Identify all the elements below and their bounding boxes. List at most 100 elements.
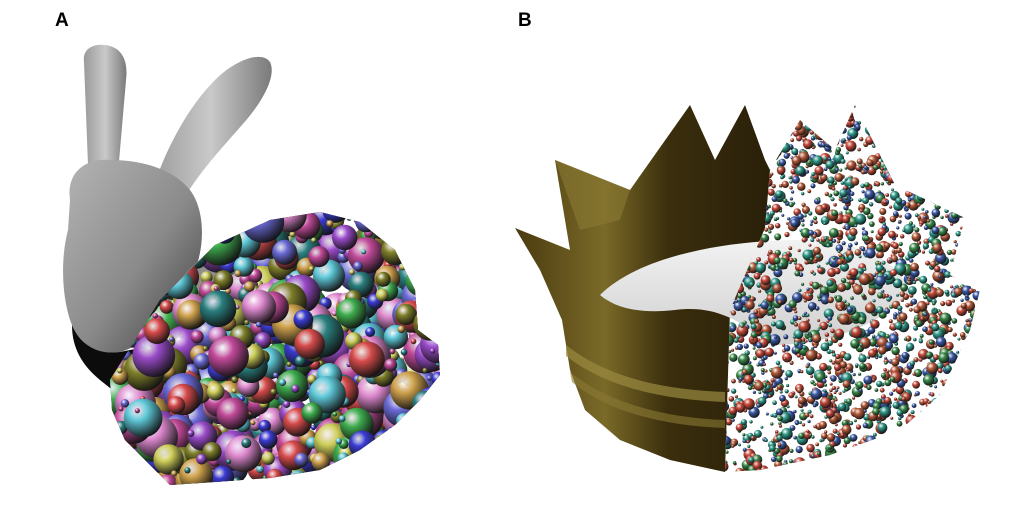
sphere	[380, 470, 416, 485]
sphere	[840, 127, 847, 134]
sphere	[892, 388, 896, 392]
sphere	[965, 124, 973, 132]
sphere	[950, 285, 954, 289]
sphere	[301, 402, 323, 424]
sphere	[877, 251, 884, 259]
sphere	[962, 119, 970, 128]
sphere	[411, 267, 418, 274]
sphere	[918, 424, 930, 435]
sphere	[827, 268, 837, 277]
sphere	[394, 437, 411, 453]
sphere	[868, 348, 877, 358]
sphere	[903, 337, 908, 341]
sphere	[927, 163, 931, 167]
sphere	[758, 108, 764, 114]
sphere	[924, 157, 929, 162]
sphere	[747, 444, 751, 448]
sphere	[891, 113, 900, 122]
sphere	[239, 212, 269, 225]
sphere	[907, 413, 911, 417]
sphere	[874, 467, 879, 472]
sphere	[807, 419, 811, 424]
sphere	[734, 395, 738, 399]
sphere	[856, 470, 860, 472]
sphere	[147, 468, 153, 474]
sphere	[932, 442, 937, 446]
sphere	[773, 217, 778, 221]
sphere	[892, 465, 896, 470]
sphere	[979, 106, 980, 111]
sphere	[831, 360, 836, 365]
sphere	[862, 207, 871, 215]
sphere	[806, 105, 818, 114]
sphere	[934, 135, 940, 142]
sphere	[815, 442, 820, 447]
sphere	[418, 444, 425, 452]
sphere	[786, 464, 791, 469]
sphere	[880, 182, 885, 186]
sphere	[951, 144, 961, 154]
sphere	[828, 182, 833, 187]
sphere	[928, 433, 932, 437]
sphere	[959, 183, 965, 189]
sphere	[794, 466, 798, 470]
sphere	[742, 307, 747, 312]
sphere	[425, 451, 440, 466]
sphere	[961, 387, 965, 391]
sphere	[858, 316, 867, 325]
sphere	[250, 420, 256, 426]
sphere	[769, 145, 773, 150]
sphere	[759, 139, 769, 149]
sphere	[827, 296, 834, 303]
sphere	[881, 289, 885, 293]
sphere	[764, 347, 774, 357]
sphere	[869, 121, 873, 126]
sphere	[755, 349, 766, 359]
sphere	[809, 129, 815, 135]
sphere	[779, 394, 786, 402]
sphere	[780, 428, 793, 440]
sphere	[331, 468, 340, 477]
sphere	[840, 181, 845, 185]
sphere	[980, 446, 983, 449]
sphere	[884, 452, 888, 457]
sphere	[882, 222, 886, 226]
sphere	[959, 193, 966, 200]
sphere	[915, 463, 923, 471]
sphere	[956, 438, 961, 443]
sphere	[772, 412, 778, 418]
sphere	[951, 409, 955, 413]
sphere	[209, 212, 242, 224]
sphere	[429, 305, 440, 318]
sphere	[415, 284, 421, 290]
sphere	[414, 462, 424, 472]
sphere	[912, 224, 916, 228]
sphere	[933, 265, 941, 273]
sphere	[917, 215, 921, 220]
sphere	[422, 273, 434, 285]
sphere	[823, 114, 835, 126]
sphere	[949, 173, 958, 183]
sphere	[399, 263, 407, 271]
sphere	[935, 456, 942, 463]
sphere	[851, 452, 855, 456]
sphere	[949, 433, 955, 438]
sphere	[907, 449, 919, 461]
sphere	[758, 396, 767, 406]
sphere	[966, 335, 970, 339]
sphere	[925, 351, 933, 359]
sphere	[286, 361, 292, 367]
sphere	[838, 307, 843, 312]
sphere	[774, 112, 778, 116]
sphere	[896, 420, 903, 427]
sphere	[812, 234, 817, 239]
sphere	[915, 448, 920, 453]
sphere	[920, 410, 925, 416]
sphere	[884, 361, 888, 365]
sphere	[827, 315, 833, 321]
sphere	[877, 227, 887, 237]
sphere	[754, 381, 764, 392]
sphere	[393, 433, 400, 441]
sphere	[823, 130, 827, 134]
sphere	[426, 287, 440, 303]
